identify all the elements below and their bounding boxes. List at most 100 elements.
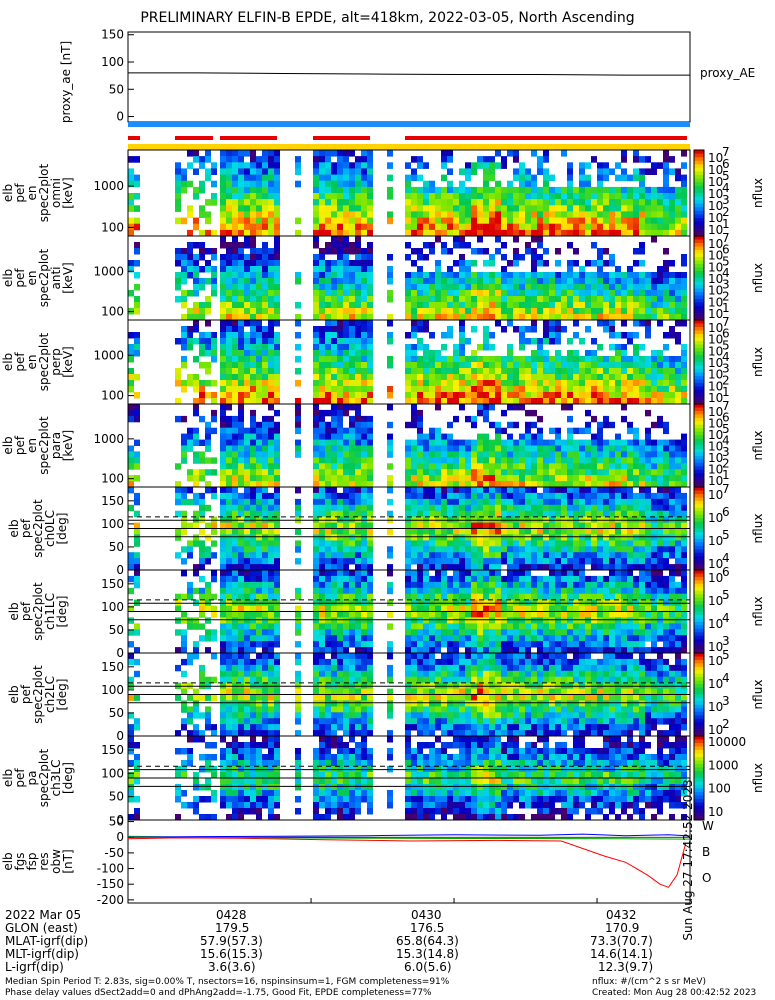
spectrogram-cell bbox=[175, 647, 181, 654]
spectrogram-tick-label: 1000 bbox=[93, 179, 124, 193]
spectrogram-cell bbox=[175, 162, 181, 169]
spectrogram-cell bbox=[337, 629, 343, 636]
spectrogram-cell bbox=[507, 469, 513, 476]
spectrogram-cell bbox=[453, 211, 459, 218]
spectrogram-cell bbox=[531, 380, 537, 387]
spectrogram-cell bbox=[549, 457, 555, 464]
spectrogram-cell bbox=[483, 380, 489, 387]
spectrogram-cell bbox=[585, 272, 591, 279]
spectrogram-ylabel: elb bbox=[1, 353, 15, 371]
spectrogram-cell bbox=[561, 211, 567, 218]
spectrogram-cell bbox=[519, 199, 525, 206]
spectrogram-cell bbox=[669, 380, 675, 387]
spectrogram-cell bbox=[495, 186, 501, 194]
spectrogram-cell bbox=[603, 386, 609, 393]
spectrogram-cell bbox=[573, 362, 579, 369]
spectrogram-cell bbox=[525, 546, 531, 553]
spectrogram-cell bbox=[423, 510, 429, 518]
spectrogram-cell bbox=[256, 211, 262, 218]
spectrogram-cell bbox=[681, 350, 687, 357]
spectrogram-cell bbox=[603, 451, 609, 458]
spectrogram-cell bbox=[477, 552, 483, 559]
colorbar-cell bbox=[694, 483, 704, 488]
spectrogram-cell bbox=[501, 193, 507, 200]
spectrogram-cell bbox=[256, 248, 262, 255]
spectrogram-cell bbox=[573, 427, 579, 435]
colorbar-exponent: 5 bbox=[722, 254, 730, 268]
spectrogram-cell bbox=[387, 475, 393, 482]
spectrogram-cell bbox=[181, 344, 187, 351]
spectrogram-cell bbox=[669, 398, 675, 405]
spectrogram-cell bbox=[337, 469, 343, 476]
spectrogram-cell bbox=[453, 302, 459, 309]
spectrogram-cell bbox=[134, 296, 140, 303]
spectrogram-cell bbox=[337, 404, 343, 411]
spectrogram-cell bbox=[331, 398, 337, 405]
spectrogram-cell bbox=[639, 199, 645, 206]
spectrogram-cell bbox=[417, 475, 423, 482]
spectrogram-cell bbox=[250, 254, 256, 261]
spectrogram-cell bbox=[645, 445, 651, 452]
spectrogram-cell bbox=[453, 380, 459, 387]
spectrogram-cell bbox=[531, 320, 537, 327]
spectrogram-cell bbox=[262, 272, 268, 279]
spectrogram-cell bbox=[627, 492, 633, 500]
spectrogram-cell bbox=[657, 392, 663, 399]
spectrogram-cell bbox=[585, 398, 591, 405]
spectrogram-cell bbox=[325, 433, 331, 440]
spectrogram-cell bbox=[471, 398, 477, 405]
spectrogram-cell bbox=[681, 229, 687, 237]
spectrogram-cell bbox=[567, 404, 573, 411]
spectrogram-cell bbox=[495, 564, 501, 571]
spectrogram-cell bbox=[256, 290, 262, 297]
spectrogram-cell bbox=[367, 445, 373, 452]
spectrogram-cell bbox=[573, 260, 579, 267]
spectrogram-cell bbox=[355, 344, 361, 351]
spectrogram-cell bbox=[513, 217, 519, 225]
spectrogram-cell bbox=[325, 510, 331, 518]
colorbar-cell bbox=[694, 257, 704, 261]
spectrogram-cell bbox=[663, 332, 669, 339]
spectrogram-cell bbox=[343, 229, 349, 237]
spectrogram-cell bbox=[561, 510, 567, 518]
spectrogram-cell bbox=[489, 368, 495, 375]
spectrogram-cell bbox=[313, 398, 319, 405]
spectrogram-cell bbox=[597, 260, 603, 267]
spectrogram-cell bbox=[355, 386, 361, 393]
spectrogram-cell bbox=[645, 487, 651, 494]
spectrogram-cell bbox=[238, 174, 244, 182]
spectrogram-cell bbox=[205, 278, 211, 285]
spectrogram-cell bbox=[471, 211, 477, 218]
spectrogram-cell bbox=[591, 229, 597, 237]
spectrogram-cell bbox=[507, 302, 513, 309]
spectrogram-cell bbox=[187, 260, 193, 267]
spectrogram-cell bbox=[609, 362, 615, 369]
spectrogram-cell bbox=[343, 156, 349, 163]
spectrogram-cell bbox=[459, 356, 465, 363]
spectrogram-cell bbox=[262, 421, 268, 429]
spectrogram-cell bbox=[181, 629, 187, 636]
spectrogram-cell bbox=[567, 217, 573, 225]
spectrogram-cell bbox=[423, 498, 429, 506]
spectrogram-cell bbox=[597, 380, 603, 387]
colorbar-label: 10 bbox=[708, 391, 723, 405]
spectrogram-cell bbox=[555, 205, 561, 212]
spectrogram-cell bbox=[657, 205, 663, 212]
spectrogram-cell bbox=[507, 217, 513, 225]
spectrogram-cell bbox=[232, 481, 238, 488]
spectrogram-cell bbox=[244, 320, 250, 327]
spectrogram-cell bbox=[633, 558, 639, 565]
spectrogram-cell bbox=[134, 180, 140, 188]
spectrogram-cell bbox=[543, 469, 549, 476]
spectrogram-cell bbox=[525, 510, 531, 518]
spectrogram-cell bbox=[226, 623, 232, 630]
spectrogram-cell bbox=[181, 168, 187, 175]
spectrogram-cell bbox=[405, 629, 411, 636]
spectrogram-cell bbox=[633, 248, 639, 255]
spectrogram-cell bbox=[361, 469, 367, 476]
spectrogram-cell bbox=[238, 368, 244, 375]
spectrogram-cell bbox=[651, 463, 657, 470]
spectrogram-cell bbox=[585, 380, 591, 387]
spectrogram-cell bbox=[274, 481, 280, 488]
spectrogram-cell bbox=[633, 356, 639, 363]
